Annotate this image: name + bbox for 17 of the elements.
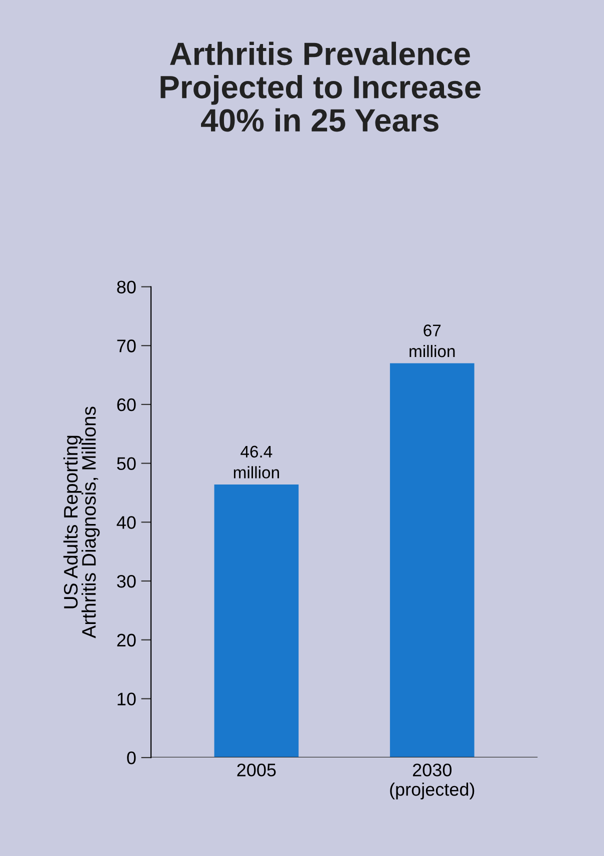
y-tick-label: 50 <box>117 457 136 470</box>
y-tick-label: 10 <box>118 692 136 706</box>
y-tick-label: 70 <box>117 340 136 352</box>
y-axis-title: US Adults Reporting Arthritis Diagnosis, Millions <box>63 406 100 638</box>
chart-title: Arthritis Prevalence Projected to Increase 40% in 25 Years <box>160 42 481 132</box>
y-tick-label: 40 <box>116 516 136 529</box>
annotation: million <box>410 344 455 358</box>
y-tick-label: 0 <box>127 751 136 764</box>
data-label: 67 <box>424 324 441 336</box>
y-tick-label: 20 <box>117 634 136 647</box>
data-label: 46.4 <box>240 446 272 458</box>
x-tick-label: 2030 (projected) <box>390 764 474 800</box>
y-tick-label: 80 <box>117 280 136 294</box>
x-tick-label: 2005 <box>237 764 276 776</box>
y-tick-label: 60 <box>117 398 136 412</box>
y-tick-label: 30 <box>117 574 136 588</box>
annotation: million <box>234 466 279 478</box>
